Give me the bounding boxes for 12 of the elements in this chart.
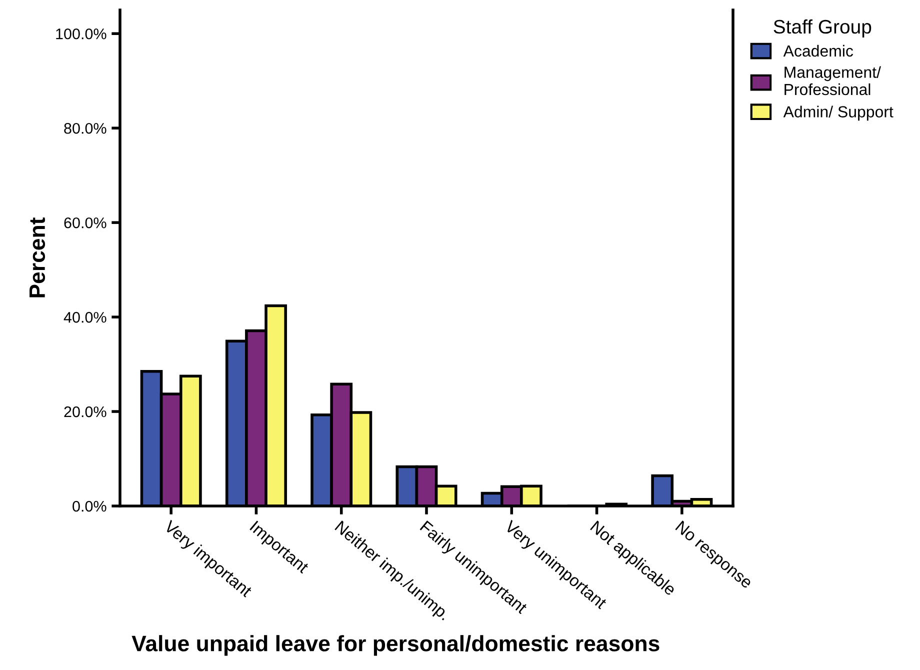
y-tick-label: 40.0%: [64, 312, 106, 323]
legend-title: Staff Group: [774, 19, 872, 38]
y-tick-label: 80.0%: [64, 122, 106, 134]
legend-label: Management/ Professional: [784, 66, 881, 96]
legend-label: Admin/ Support: [783, 106, 894, 121]
legend-label: Academic: [783, 44, 854, 57]
y-tick-label: 20.0%: [64, 406, 106, 418]
y-axis-title: Percent: [30, 218, 46, 298]
x-axis-title: Value unpaid leave for personal/domestic reasons: [132, 635, 660, 656]
y-tick-label: 60.0%: [64, 217, 106, 228]
y-tick-label: 100.0%: [56, 28, 106, 40]
y-tick-label: 0.0%: [72, 500, 106, 512]
